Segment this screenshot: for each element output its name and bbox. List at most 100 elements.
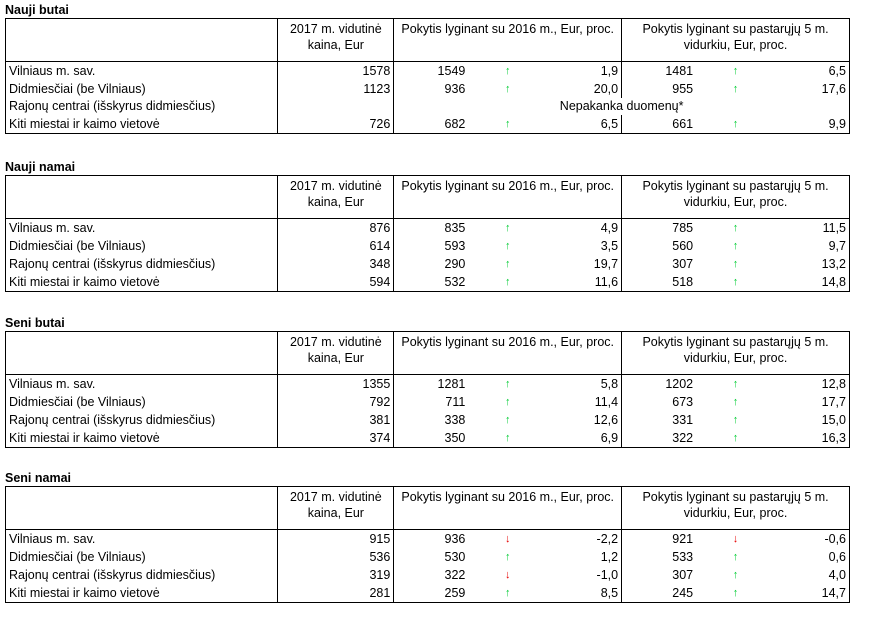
value-2016-cell: 936 [393,80,469,98]
row-label: Vilniaus m. sav. [4,218,278,237]
value-5y-cell: 955 [621,80,697,98]
header-change-2016: Pokytis lyginant su 2016 m., Eur, proc. [393,175,622,219]
table-row: Kiti miestai ir kaimo vietovė 281 259 ↑ 8,5 2… [4,584,850,603]
price-cell: 1578 [277,61,394,80]
header-change-2016: Pokytis lyginant su 2016 m., Eur, proc. [393,486,622,530]
arrow-up-icon: ↑ [732,551,739,563]
arrow-up-icon: ↑ [504,587,511,599]
percent-2016-cell: 5,8 [547,374,622,393]
header-price: 2017 m. vidutinė kaina, Eur [277,175,394,219]
table-row: Rajonų centrai (išskyrus didmiesčius) Nep… [4,98,850,115]
price-cell: 374 [277,429,394,448]
section-2: Nauji namai 2017 m. vidutinė kaina, Eur Po… [4,159,850,292]
header-change-2016: Pokytis lyginant su 2016 m., Eur, proc. [393,331,622,375]
percent-5y-cell: 0,6 [774,548,850,566]
table-row: Didmiesčiai (be Vilniaus) 792 711 ↑ 11,4 673 ↑… [4,393,850,411]
arrow-down-icon: ↓ [504,533,511,545]
percent-2016-cell: 8,5 [547,584,622,603]
table-row: Kiti miestai ir kaimo vietovė 594 532 ↑ 11,6… [4,273,850,292]
arrow-down-icon: ↓ [504,569,511,581]
value-5y-cell: 245 [621,584,697,603]
value-5y-cell: 307 [621,255,697,273]
header-blank [4,331,278,375]
value-2016-cell: 711 [393,393,469,411]
price-cell [277,98,394,115]
value-2016-cell: 259 [393,584,469,603]
trend-arrow-cell: ↑ [468,429,548,448]
trend-arrow-cell: ↑ [468,411,547,429]
arrow-up-icon: ↑ [732,414,739,426]
arrow-up-icon: ↑ [504,414,511,426]
header-change-5y: Pokytis lyginant su pastarųjų 5 m. vidur… [621,486,850,530]
trend-arrow-cell: ↑ [696,429,775,448]
header-change-5y: Pokytis lyginant su pastarųjų 5 m. vidur… [621,331,850,375]
row-label: Vilniaus m. sav. [4,61,278,80]
price-cell: 348 [277,255,394,273]
row-label: Vilniaus m. sav. [4,374,278,393]
table-row: Didmiesčiai (be Vilniaus) 536 530 ↑ 1,2 533 ↑ 0… [4,548,850,566]
value-2016-cell: 338 [393,411,469,429]
trend-arrow-cell: ↑ [468,80,547,98]
trend-arrow-cell: ↑ [696,411,775,429]
price-cell: 915 [277,529,394,548]
price-cell: 726 [277,115,394,134]
percent-2016-cell: 11,4 [594,394,619,409]
price-cell: 594 [277,273,394,292]
percent-5y-cell: 14,7 [774,584,850,603]
value-2016-cell: 593 [393,237,469,255]
header-price: 2017 m. vidutinė kaina, Eur [277,18,394,62]
percent-2016-cell: -1,0 [596,567,619,582]
percent-2016-cell: 20,0 [593,81,619,96]
trend-arrow-cell: ↑ [696,273,775,292]
value-2016-cell: 322 [393,566,469,584]
arrow-up-icon: ↑ [732,432,739,444]
table-row: Kiti miestai ir kaimo vietovė 374 350 ↑ 6,9 3… [4,429,850,448]
section-title: Seni namai [5,471,71,485]
arrow-up-icon: ↑ [504,118,511,130]
percent-5y-cell: 9,9 [774,115,850,134]
arrow-up-icon: ↑ [732,240,739,252]
section-title: Nauji namai [5,160,76,174]
value-5y-cell: 518 [621,273,697,292]
arrow-up-icon: ↑ [732,83,739,95]
section-3: Seni butai 2017 m. vidutinė kaina, Eur Pok… [4,315,850,448]
arrow-up-icon: ↑ [732,276,739,288]
header-price: 2017 m. vidutinė kaina, Eur [277,331,394,375]
value-5y-cell: 1481 [621,61,697,80]
value-5y-cell: 560 [621,237,697,255]
arrow-up-icon: ↑ [504,276,511,288]
percent-2016-cell: 11,6 [547,273,622,292]
row-label: Didmiesčiai (be Vilniaus) [4,237,278,255]
value-5y-cell: 673 [621,393,697,411]
percent-2016-cell: 19,7 [593,256,619,271]
arrow-up-icon: ↑ [504,222,511,234]
header-change-5y: Pokytis lyginant su pastarųjų 5 m. vidur… [621,175,850,219]
data-table: 2017 m. vidutinė kaina, Eur Pokytis lygin… [4,486,850,603]
value-2016-cell: 936 [393,529,469,548]
row-label: Didmiesčiai (be Vilniaus) [4,393,278,411]
table-row: Kiti miestai ir kaimo vietovė 726 682 ↑ 6,5 6… [4,115,850,134]
arrow-up-icon: ↑ [732,396,739,408]
percent-5y-cell: 15,0 [774,411,850,429]
trend-arrow-cell: ↓ [468,529,548,548]
arrow-up-icon: ↑ [732,378,739,390]
value-5y-cell: 785 [621,218,697,237]
trend-arrow-cell: ↑ [696,548,775,566]
row-label: Vilniaus m. sav. [4,529,278,548]
trend-arrow-cell: ↓ [696,529,775,548]
value-5y-cell: 533 [621,548,697,566]
arrow-up-icon: ↑ [504,258,511,270]
percent-2016-cell: 3,5 [600,238,619,253]
header-change-5y: Pokytis lyginant su pastarųjų 5 m. vidur… [621,18,850,62]
trend-arrow-cell: ↑ [696,115,775,134]
arrow-up-icon: ↑ [732,222,739,234]
trend-arrow-cell: ↑ [468,393,547,411]
price-cell: 614 [277,237,394,255]
value-5y-cell: 1202 [621,374,697,393]
table-row: Rajonų centrai (išskyrus didmiesčius) 348… [4,255,850,273]
arrow-up-icon: ↑ [732,258,739,270]
percent-5y-cell: 6,5 [774,61,850,80]
value-5y-cell: 322 [621,429,697,448]
percent-2016-cell: 6,9 [547,429,622,448]
arrow-down-icon: ↓ [732,533,739,545]
